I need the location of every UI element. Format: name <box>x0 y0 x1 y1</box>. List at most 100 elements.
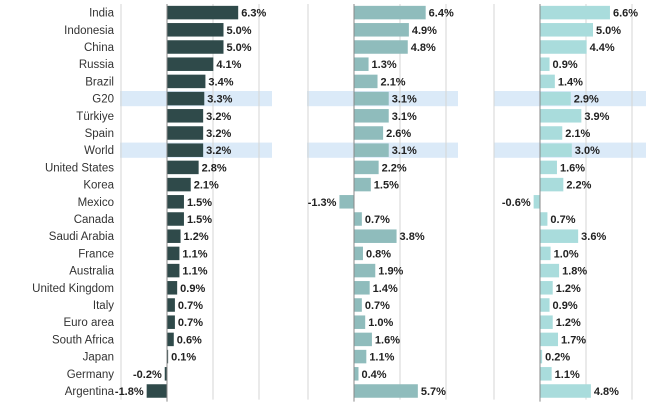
data-label: 5.0% <box>227 25 252 37</box>
data-label: 1.5% <box>187 214 212 226</box>
bar-3 <box>540 281 553 295</box>
data-label: 0.6% <box>177 334 202 346</box>
bar-3 <box>540 212 548 226</box>
data-label: 2.1% <box>381 76 406 88</box>
bar-3 <box>540 384 591 398</box>
data-label: 1.2% <box>556 283 581 295</box>
data-label: 1.5% <box>374 180 399 192</box>
category-label: Mexico <box>78 197 114 209</box>
category-label: Russia <box>79 59 115 71</box>
bar-3 <box>540 5 610 20</box>
bar-2 <box>354 143 389 157</box>
data-label: 0.7% <box>550 214 575 226</box>
bar-1 <box>167 74 206 89</box>
bar-2 <box>354 212 362 226</box>
bar-2 <box>354 23 409 37</box>
category-label: Saudi Arabia <box>49 231 115 243</box>
bar-2 <box>354 5 426 20</box>
bar-2 <box>354 229 397 243</box>
data-label: 3.2% <box>206 145 231 157</box>
data-label: 0.7% <box>178 300 203 312</box>
bar-1 <box>167 91 205 106</box>
data-label: 1.4% <box>558 76 583 88</box>
data-label: 3.2% <box>206 111 231 123</box>
bar-3 <box>540 40 587 54</box>
bar-3 <box>540 263 560 278</box>
data-label: 6.4% <box>429 8 454 20</box>
bar-3 <box>540 177 564 192</box>
category-label: France <box>78 248 114 260</box>
data-label: 4.8% <box>411 42 436 54</box>
bar-3 <box>540 246 551 261</box>
category-label: Japan <box>83 352 114 364</box>
bar-3 <box>540 126 563 140</box>
value-labels: 6.3% 5.0% 5.0% 4.1% 3.4% 3.3% 3.2% 3.2% 3.2% 2.8%… <box>115 8 638 398</box>
data-label: 4.8% <box>594 386 619 398</box>
bar-1 <box>167 349 169 364</box>
data-label: 4.9% <box>412 25 437 37</box>
data-label: 3.1% <box>392 94 417 106</box>
bar-1 <box>167 263 180 278</box>
bar-2 <box>354 332 372 347</box>
data-label: 1.1% <box>182 266 207 278</box>
category-label: United States <box>45 162 114 174</box>
bar-2 <box>354 384 418 398</box>
data-label: 5.0% <box>596 25 621 37</box>
data-label: 2.8% <box>202 162 227 174</box>
data-label: 2.1% <box>194 180 219 192</box>
bar-1 <box>167 109 204 123</box>
bar-2 <box>354 263 376 278</box>
data-label: 3.3% <box>207 94 232 106</box>
data-label: 3.6% <box>581 231 606 243</box>
bar-3 <box>540 298 550 312</box>
category-labels: India Indonesia China Russia Brazil G20 Türkiy… <box>32 8 114 398</box>
bar-3 <box>540 74 555 89</box>
bar-3 <box>540 91 571 106</box>
bar-2 <box>354 74 378 89</box>
data-label: 1.0% <box>554 248 579 260</box>
category-label: Canada <box>74 214 115 226</box>
data-label: 6.6% <box>613 8 638 20</box>
data-label: 1.3% <box>372 59 397 71</box>
category-label: China <box>84 42 115 54</box>
data-label: 3.9% <box>584 111 609 123</box>
data-label: 1.6% <box>375 334 400 346</box>
data-label: 0.9% <box>553 59 578 71</box>
category-label: South Africa <box>52 334 115 346</box>
category-label: Korea <box>83 180 114 192</box>
bar-3 <box>540 315 553 329</box>
bar-1 <box>167 229 181 243</box>
bar-3 <box>540 349 543 364</box>
bar-3 <box>540 160 557 175</box>
data-label: 4.4% <box>590 42 615 54</box>
category-label: Euro area <box>63 317 114 329</box>
data-label: 1.6% <box>560 162 585 174</box>
bar-3 <box>540 23 593 37</box>
data-label: 0.1% <box>171 352 196 364</box>
bar-2 <box>339 195 354 209</box>
bar-2 <box>354 367 359 381</box>
bar-1 <box>167 332 174 347</box>
bar-2 <box>354 160 379 175</box>
data-label: 5.0% <box>227 42 252 54</box>
data-label: 5.7% <box>421 386 446 398</box>
data-label: 0.4% <box>361 369 386 381</box>
bar-1 <box>167 126 204 140</box>
bar-2 <box>354 281 370 295</box>
data-label: 2.6% <box>386 128 411 140</box>
bar-3 <box>540 109 582 123</box>
bar-2 <box>354 91 389 106</box>
bar-1 <box>167 40 224 54</box>
category-label: Germany <box>67 369 115 381</box>
data-label: 6.3% <box>241 8 266 20</box>
bar-2 <box>354 298 362 312</box>
category-label: United Kingdom <box>32 283 114 295</box>
bar-3 <box>540 229 579 243</box>
bar-2 <box>354 177 371 192</box>
category-label: Türkiye <box>76 111 114 123</box>
bar-2 <box>354 126 384 140</box>
data-label: -0.2% <box>133 369 162 381</box>
category-label: Italy <box>93 300 114 312</box>
data-label: 2.2% <box>566 180 591 192</box>
